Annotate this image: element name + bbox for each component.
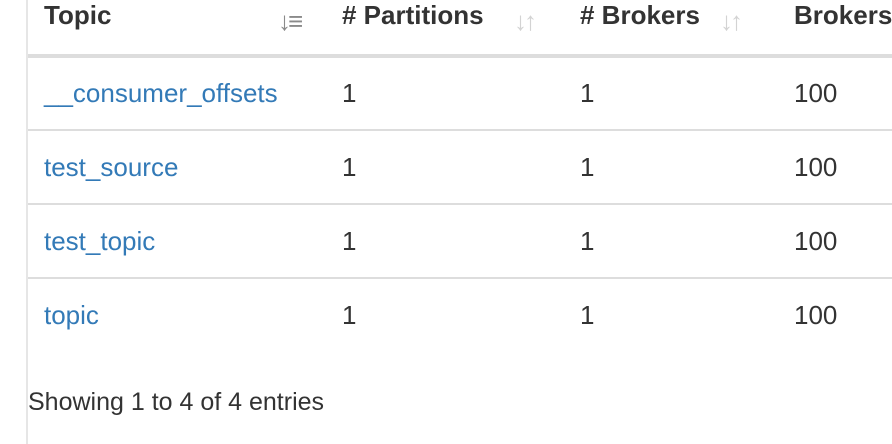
table-row: test_topic 1 1 100 [28, 204, 892, 279]
cell-brokers-spread: 100 [778, 130, 892, 205]
cell-topic: test_source [28, 130, 326, 205]
cell-brokers-spread: 100 [778, 56, 892, 131]
table-row: __consumer_offsets 1 1 100 [28, 56, 892, 131]
cell-brokers: 1 [580, 300, 595, 330]
cell-topic: __consumer_offsets [28, 56, 326, 131]
cell-partitions: 1 [326, 204, 564, 279]
table-row: test_source 1 1 100 [28, 130, 892, 205]
table-row: topic 1 1 100 [28, 278, 892, 352]
column-header-label: Brokers [794, 0, 892, 30]
cell-topic: topic [28, 278, 326, 352]
panel-left-border [26, 0, 28, 444]
sort-amount-asc-icon: ↓≡ [278, 6, 303, 36]
cell-brokers-spread: 100 [794, 300, 838, 330]
cell-topic: test_topic [28, 204, 326, 279]
topics-table: Topic ↓≡ # Partitions ↓↑ # Brokers ↓↑ Br… [28, 0, 892, 352]
cell-brokers: 1 [564, 130, 778, 205]
sort-both-icon: ↓↑ [514, 6, 537, 36]
sort-both-icon: ↓↑ [720, 6, 743, 36]
column-header-brokers-count[interactable]: # Brokers ↓↑ [564, 0, 778, 58]
column-header-topic[interactable]: Topic ↓≡ [28, 0, 326, 58]
table-header-row: Topic ↓≡ # Partitions ↓↑ # Brokers ↓↑ Br… [28, 0, 892, 58]
column-header-label: # Partitions [342, 0, 484, 30]
column-header-brokers-spread[interactable]: Brokers [778, 0, 892, 58]
cell-partitions: 1 [326, 130, 564, 205]
topic-link[interactable]: __consumer_offsets [44, 78, 278, 108]
table-info: Showing 1 to 4 of 4 entries [28, 388, 325, 416]
column-header-label: # Brokers [580, 0, 700, 30]
topic-link[interactable]: test_topic [44, 225, 156, 256]
cell-partitions: 1 [326, 56, 564, 131]
column-header-label: Topic [44, 0, 112, 30]
cell-partitions: 1 [342, 300, 357, 330]
cell-brokers: 1 [564, 204, 778, 279]
topic-link[interactable]: test_source [44, 151, 179, 182]
column-header-partitions[interactable]: # Partitions ↓↑ [326, 0, 564, 58]
cell-brokers-spread: 100 [778, 204, 892, 279]
cell-brokers: 1 [564, 56, 778, 131]
topic-link[interactable]: topic [44, 300, 99, 330]
